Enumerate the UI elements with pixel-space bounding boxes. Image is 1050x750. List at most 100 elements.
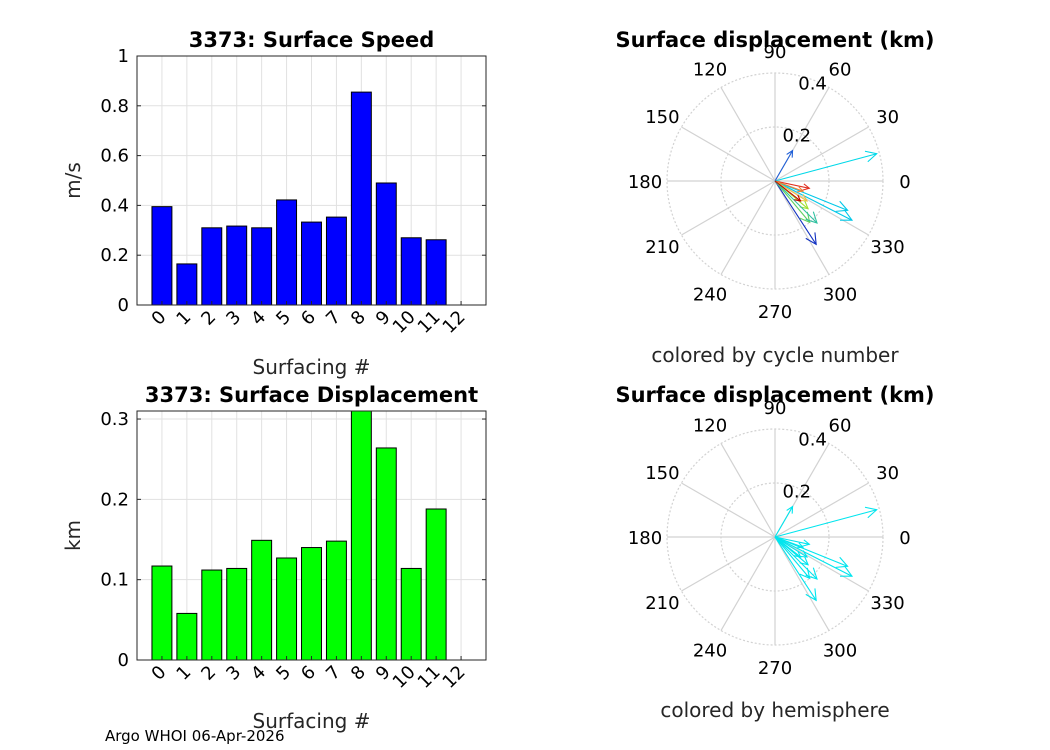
bar [325,216,347,306]
angle-label: 150 [645,463,679,484]
x-tick-label: 0 [148,307,171,330]
displacement-vector [774,180,853,221]
bar [201,569,223,661]
vector-arrowhead [796,186,805,193]
radius-label: 0.2 [782,481,811,502]
angle-label: 60 [829,415,852,436]
angle-label: 150 [645,107,679,128]
footer-credit: Argo WHOI 06-Apr-2026 [105,727,285,745]
x-tick-label: 0 [148,662,171,685]
vector-arrowhead [835,200,849,212]
vector-arrowhead [799,200,810,210]
bar [400,237,422,306]
angle-label: 240 [693,285,727,306]
angle-label: 30 [876,107,899,128]
vector-arrowhead [802,183,811,191]
chart-title: Surface displacement (km) [615,28,934,52]
angle-label: 90 [764,42,787,63]
vector-arrowhead [796,542,805,549]
x-tick-label: 7 [322,307,345,330]
displacement-vector [774,180,817,245]
y-tick-label: 0.3 [100,409,129,430]
angle-label: 240 [693,641,727,662]
angle-label: 270 [758,658,792,679]
angle-label: 60 [829,59,852,80]
bar [400,567,422,661]
vector-arrowhead [839,210,854,221]
vector-arrowhead [839,566,854,577]
bar [151,565,173,661]
angle-label: 0 [899,172,910,193]
bar [301,221,322,306]
y-tick-label: 0.2 [100,489,129,510]
angle-label: 330 [870,593,904,614]
bar [276,199,298,306]
displacement-vector [774,180,818,224]
displacement-vector [774,180,811,223]
angle-label: 180 [628,528,662,549]
vector-arrowhead [794,550,802,558]
displacement-vector [774,536,853,577]
angle-label: 210 [645,593,679,614]
angle-label: 90 [764,398,787,419]
x-tick-label: 7 [322,662,345,685]
displacement-vector [774,536,801,558]
displacement-vector [774,180,810,189]
x-tick-label: 5 [272,307,295,330]
bar [226,567,248,661]
radius-label: 0.4 [798,430,827,451]
bar [176,263,198,306]
vector-arrowhead [805,211,818,224]
y-tick-label: 0 [118,650,129,671]
x-tick-label: 8 [347,307,370,330]
polar-ring [720,126,830,236]
y-axis-label: m/s [61,162,85,199]
x-axis-label: Surfacing # [253,709,371,733]
bar [375,182,397,306]
vector-arrowhead [805,232,817,246]
bar [375,447,397,661]
vector-arrowhead [794,194,802,202]
angle-label: 300 [823,641,857,662]
radius-label: 0.2 [782,125,811,146]
y-tick-label: 1 [118,46,129,67]
x-tick-label: 12 [439,307,470,338]
displacement-vector [774,509,877,538]
x-tick-label: 3 [222,662,245,685]
vector-arrowhead [835,556,849,568]
surface-displacement-chart: 3373: Surface Displacement Surfacing # k… [61,383,487,733]
y-tick-label: 0.2 [100,245,129,266]
angle-label: 330 [870,237,904,258]
polar-ring [666,72,884,290]
bar [350,91,372,306]
vector-arrowhead [864,506,878,519]
angle-label: 210 [645,237,679,258]
bar [251,539,273,661]
bar [251,227,273,306]
displacement-vector [774,180,808,202]
bar [176,612,198,661]
x-tick-label: 5 [272,662,295,685]
surface-speed-chart: 3373: Surface Speed Surfacing # m/s 0 0.2… [61,28,487,379]
bar [425,239,447,306]
displacement-vector [774,536,811,579]
angle-label: 270 [758,302,792,323]
polar-ring [666,428,884,646]
bar [276,557,298,661]
y-tick-label: 0 [118,295,129,316]
chart-caption: colored by cycle number [651,343,899,367]
chart-title: Surface displacement (km) [615,383,934,407]
x-tick-label: 8 [347,662,370,685]
displacement-vector [774,153,877,182]
angle-label: 0 [899,528,910,549]
y-tick-label: 0.1 [100,570,129,591]
bar [151,206,173,306]
displacement-vector [774,180,804,192]
x-tick-label: 6 [297,307,320,330]
bar [325,540,347,661]
angle-label: 120 [693,415,727,436]
vector-arrowhead [799,211,811,224]
bar [425,508,447,661]
displacement-vector [774,506,794,538]
